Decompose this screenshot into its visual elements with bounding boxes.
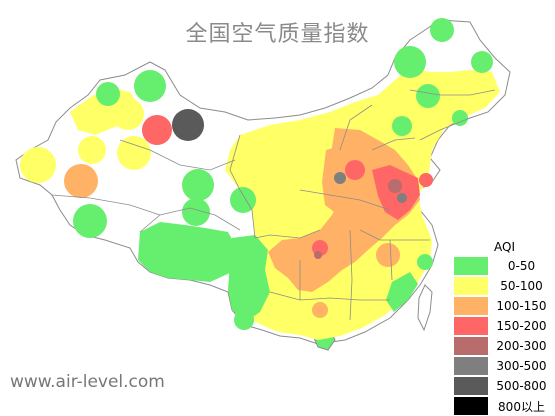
hazardous-spot-hebei <box>397 193 407 203</box>
good-spot-heilongjiang1 <box>394 46 426 78</box>
moderate-spot-nw3 <box>78 136 106 164</box>
legend-swatch <box>454 377 488 395</box>
good-spot-qinghai1 <box>182 169 214 201</box>
legend-item: 0-50 <box>454 256 555 276</box>
legend-item: 200-300 <box>454 336 555 356</box>
good-spot-heilongjiang3 <box>471 51 493 73</box>
legend-label: 200-300 <box>496 339 547 353</box>
legend-label: 300-500 <box>496 359 547 373</box>
legend-swatch <box>454 317 488 335</box>
legend-item: 50-100 <box>454 276 555 296</box>
legend-item: 100-150 <box>454 296 555 316</box>
region-good-tibet-east <box>138 222 238 282</box>
legend-swatch <box>454 297 488 315</box>
legend-label: 50-100 <box>500 279 543 293</box>
unhealthy-spot-beijing <box>345 160 365 180</box>
very-unhealthy-spot-north <box>388 179 402 193</box>
unhealthy-spot-shandong <box>419 173 433 187</box>
hazardous-spot-shanxi <box>334 172 346 184</box>
region-good-yunnan <box>228 235 270 322</box>
severe-spot-xinjiang-ne <box>172 109 204 141</box>
legend-label: 100-150 <box>496 299 547 313</box>
legend-title: AQI <box>494 240 515 254</box>
china-aqi-map <box>15 18 511 351</box>
legend-label: 500-800 <box>496 379 547 393</box>
taiwan-outline <box>417 284 433 332</box>
very-unhealthy-spot-chengdu <box>314 251 322 259</box>
good-spot-liaoning <box>392 116 412 136</box>
legend-item: 150-200 <box>454 316 555 336</box>
map-title: 全国空气质量指数 <box>185 22 370 47</box>
legend-swatch <box>454 337 488 355</box>
region-good-fujian <box>386 272 418 312</box>
site-watermark: www.air-level.com <box>10 372 165 392</box>
province-borders <box>51 89 496 321</box>
legend-swatch <box>454 277 488 295</box>
moderate-spot-nw4 <box>112 98 144 130</box>
good-spot-jilin <box>416 84 440 108</box>
moderate-spot-nw2 <box>117 136 151 170</box>
moderate-spot-nw1 <box>20 147 56 183</box>
good-spot-xinjiang-n <box>96 82 120 106</box>
unhealthy-spot-xinjiang <box>142 115 172 145</box>
legend-swatch <box>454 257 488 275</box>
legend-label: 0-50 <box>507 259 536 273</box>
good-spot-gansu <box>230 187 256 213</box>
legend-item: 800以上 <box>454 396 555 416</box>
good-spot-heilongjiang2 <box>430 18 454 42</box>
legend-item: 500-800 <box>454 376 555 396</box>
good-spot-qinghai2 <box>182 198 210 226</box>
good-spot-altai <box>134 70 166 102</box>
sensitive-spot-hunan <box>376 243 400 267</box>
good-spot-east <box>452 110 468 126</box>
aqi-legend: AQI 0-50 50-100 100-150 150-200 200-300 300-5… <box>454 238 555 416</box>
good-spot-sw <box>234 310 254 330</box>
sensitive-spot-guangxi <box>312 302 328 318</box>
sensitive-spot-xinjiang <box>64 164 98 198</box>
legend-item: 300-500 <box>454 356 555 376</box>
legend-label: 800以上 <box>498 399 545 414</box>
good-spot-zhejiang <box>417 254 433 270</box>
good-spot-xinjiang-w <box>73 204 107 238</box>
sensitive-spot-sichuan <box>284 239 316 271</box>
legend-label: 150-200 <box>496 319 547 333</box>
legend-swatch <box>454 357 488 375</box>
